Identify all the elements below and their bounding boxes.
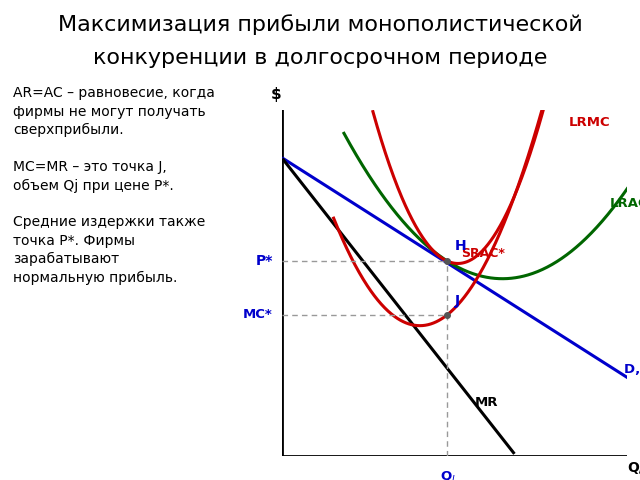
Text: Q/ut: Q/ut [628,461,640,475]
Text: LRAC: LRAC [610,197,640,210]
Text: D, AR: D, AR [624,363,640,376]
Text: $: $ [271,87,282,102]
Text: конкуренции в долгосрочном периоде: конкуренции в долгосрочном периоде [93,48,547,68]
Text: AR=AC – равновесие, когда
фирмы не могут получать
сверхприбыли.

MC=MR – это точ: AR=AC – равновесие, когда фирмы не могут… [13,86,214,285]
Text: MC*: MC* [243,308,273,321]
Text: MR: MR [475,396,499,409]
Text: Максимизация прибыли монополистической: Максимизация прибыли монополистической [58,14,582,35]
Text: H: H [454,240,466,253]
Text: J: J [454,294,460,308]
Text: P*: P* [255,254,273,268]
Text: LRMC: LRMC [568,116,610,129]
Text: Q$_J$: Q$_J$ [440,468,456,480]
Text: SRAC*: SRAC* [461,247,505,260]
